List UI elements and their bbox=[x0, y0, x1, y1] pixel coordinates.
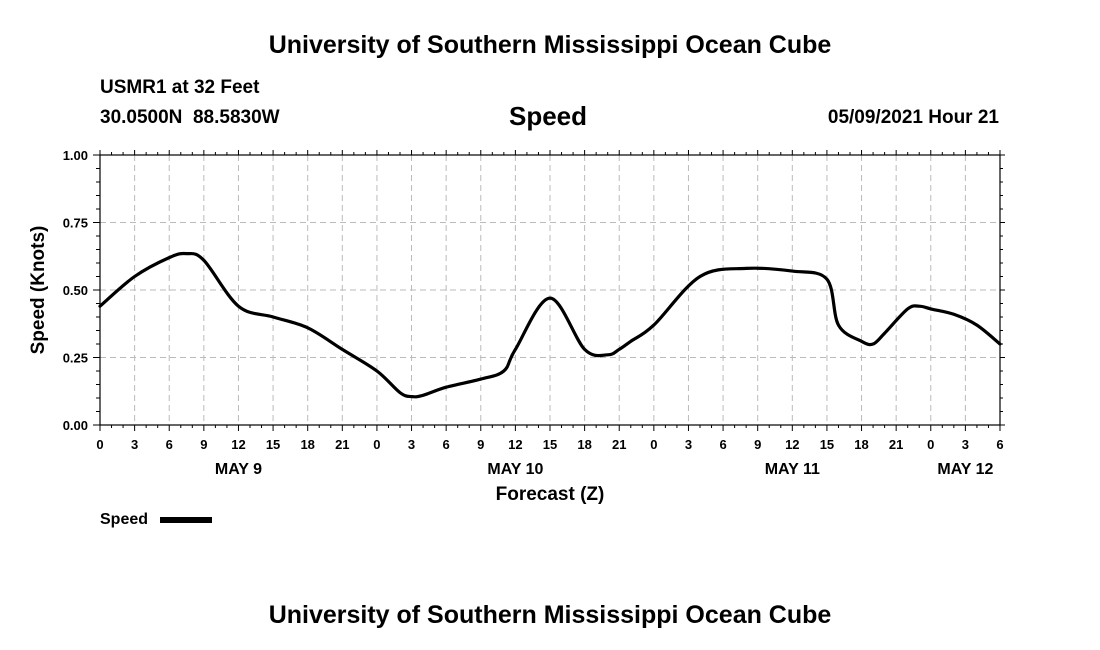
speed-series-line bbox=[98, 251, 1002, 399]
legend-label: Speed bbox=[100, 511, 148, 528]
day-label: MAY 9 bbox=[215, 461, 262, 478]
y-tick-label: 1.00 bbox=[63, 148, 88, 163]
x-tick-label: 9 bbox=[200, 437, 207, 452]
x-tick-label: 3 bbox=[962, 437, 969, 452]
x-tick-label: 6 bbox=[719, 437, 726, 452]
day-label: MAY 10 bbox=[487, 461, 543, 478]
x-tick-labels: 0 3 6 9 12 15 18 21 0 3 6 9 12 15 18 21 0 3 6 9 12 15 18 21 0 3 6 bbox=[96, 437, 1003, 452]
station-label: USMR1 at 32 Feet bbox=[100, 77, 260, 98]
top-title: University of Southern Mississippi Ocean… bbox=[268, 31, 832, 59]
x-axis-title: Forecast (Z) bbox=[496, 484, 605, 505]
y-tick-label: 0.25 bbox=[63, 351, 88, 366]
x-tick-label: 21 bbox=[335, 437, 349, 452]
y-tick-label: 0.00 bbox=[63, 418, 88, 433]
x-tick-label: 0 bbox=[927, 437, 934, 452]
x-tick-label: 21 bbox=[612, 437, 626, 452]
coordinates-label: 30.0500N 88.5830W bbox=[100, 107, 280, 128]
x-tick-label: 12 bbox=[785, 437, 799, 452]
day-label: MAY 11 bbox=[765, 461, 820, 478]
x-tick-label: 3 bbox=[685, 437, 692, 452]
bottom-title: University of Southern Mississippi Ocean… bbox=[268, 601, 832, 629]
x-tick-label: 12 bbox=[508, 437, 522, 452]
y-tick-label: 0.75 bbox=[63, 216, 88, 231]
x-tick-label: 6 bbox=[996, 437, 1003, 452]
day-labels: MAY 9 MAY 10 MAY 11 MAY 12 bbox=[215, 461, 994, 478]
x-tick-label: 18 bbox=[854, 437, 868, 452]
x-tick-label: 15 bbox=[543, 437, 557, 452]
legend-swatch bbox=[160, 517, 212, 523]
axis-ticks bbox=[93, 150, 1005, 431]
grid-lines bbox=[100, 155, 1000, 425]
y-axis-title: Speed (Knots) bbox=[28, 226, 49, 355]
x-tick-label: 15 bbox=[266, 437, 280, 452]
day-label: MAY 12 bbox=[937, 461, 993, 478]
x-tick-label: 6 bbox=[443, 437, 450, 452]
x-tick-label: 6 bbox=[166, 437, 173, 452]
x-tick-label: 21 bbox=[889, 437, 903, 452]
x-tick-label: 18 bbox=[577, 437, 591, 452]
x-tick-label: 18 bbox=[300, 437, 314, 452]
x-tick-label: 12 bbox=[231, 437, 245, 452]
x-tick-label: 0 bbox=[373, 437, 380, 452]
x-tick-label: 0 bbox=[96, 437, 103, 452]
x-tick-label: 9 bbox=[754, 437, 761, 452]
x-tick-label: 15 bbox=[820, 437, 834, 452]
datetime-label: 05/09/2021 Hour 21 bbox=[827, 107, 999, 128]
y-tick-labels: 0.00 0.25 0.50 0.75 1.00 bbox=[63, 148, 88, 433]
x-tick-label: 9 bbox=[477, 437, 484, 452]
x-tick-label: 0 bbox=[650, 437, 657, 452]
variable-title: Speed bbox=[509, 101, 588, 131]
x-tick-label: 3 bbox=[408, 437, 415, 452]
y-tick-label: 0.50 bbox=[63, 283, 88, 298]
x-tick-label: 3 bbox=[131, 437, 138, 452]
